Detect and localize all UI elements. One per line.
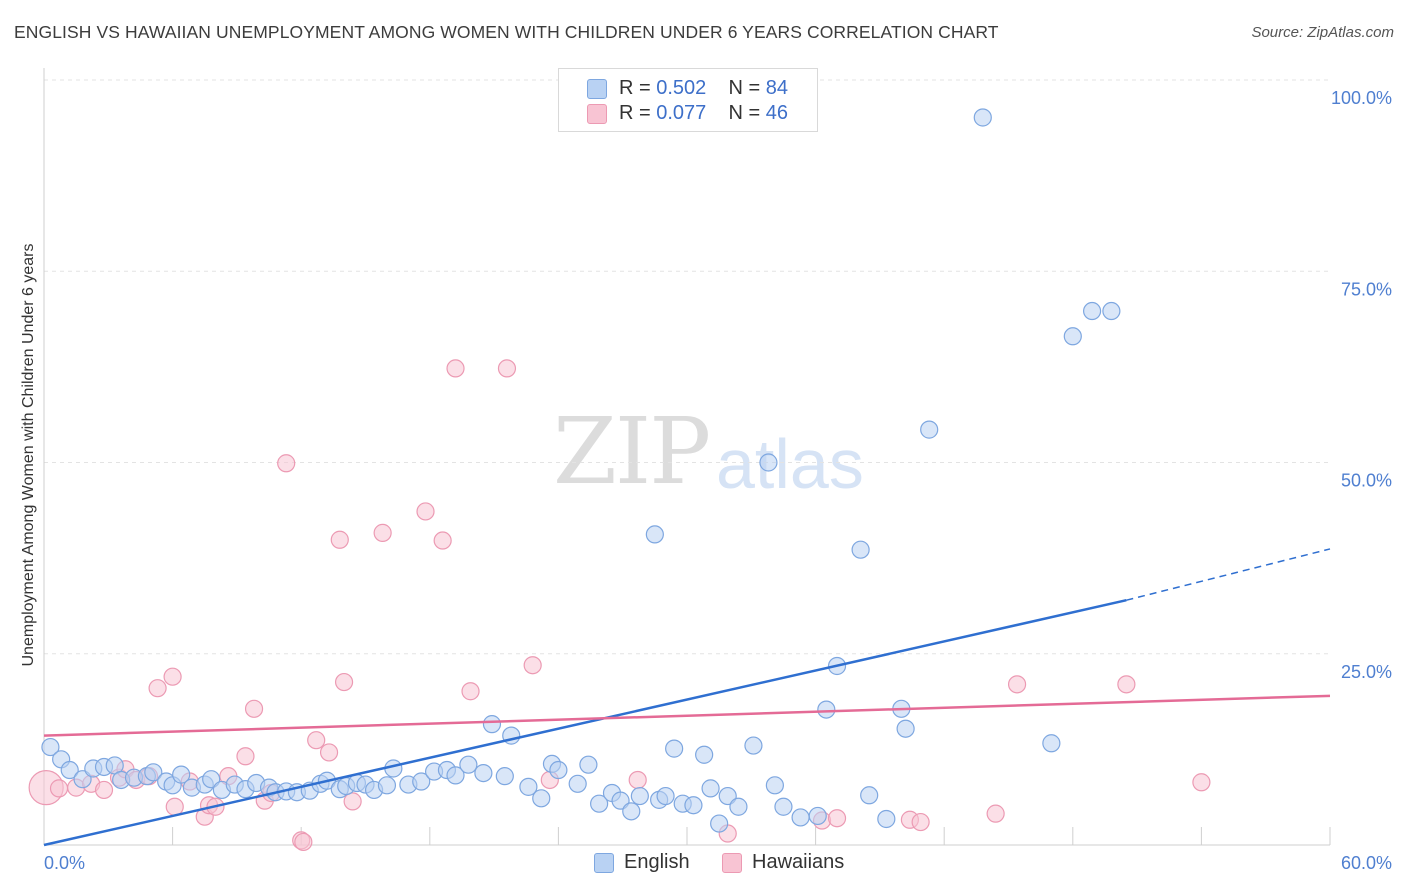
english-point xyxy=(818,701,835,718)
english-point xyxy=(631,788,648,805)
english-point xyxy=(646,526,663,543)
english-point xyxy=(730,798,747,815)
english-point xyxy=(792,809,809,826)
hawaiian-r-label: R = xyxy=(619,102,651,124)
grid-layer xyxy=(44,80,1330,654)
english-point xyxy=(745,737,762,754)
hawaiian-point xyxy=(246,700,263,717)
english-point xyxy=(569,775,586,792)
hawaiian-point xyxy=(295,833,312,850)
english-point xyxy=(475,765,492,782)
y-tick-label: 25.0% xyxy=(1341,662,1392,682)
bottom-english-swatch xyxy=(594,853,614,873)
english-point xyxy=(775,798,792,815)
english-point xyxy=(878,810,895,827)
english-point xyxy=(1084,303,1101,320)
english-point xyxy=(685,797,702,814)
bottom-hawaiians-swatch xyxy=(722,853,742,873)
english-point xyxy=(809,807,826,824)
y-tick-label: 50.0% xyxy=(1341,471,1392,491)
english-point xyxy=(378,777,395,794)
hawaiian-point xyxy=(278,455,295,472)
hawaiian-point xyxy=(344,793,361,810)
hawaiian-trend-line xyxy=(44,696,1330,736)
hawaiian-point xyxy=(987,805,1004,822)
scatter-plot: 25.0% 50.0% 75.0% 100.0% 0.0% 60.0% xyxy=(0,0,1406,892)
english-stats: R = 0.502 N = 84 xyxy=(619,77,788,100)
english-point xyxy=(1103,303,1120,320)
english-n-value: 84 xyxy=(766,77,788,99)
bottom-english-label: English xyxy=(624,851,690,874)
hawaiian-n-label: N = xyxy=(729,102,761,124)
english-point xyxy=(623,803,640,820)
hawaiian-point xyxy=(51,780,68,797)
english-point xyxy=(666,740,683,757)
english-point xyxy=(1043,735,1060,752)
hawaiian-point xyxy=(1118,676,1135,693)
hawaiian-point xyxy=(237,748,254,765)
english-point xyxy=(496,768,513,785)
hawaiian-point xyxy=(164,668,181,685)
bottom-hawaiians-label: Hawaiians xyxy=(752,851,844,874)
hawaiian-point xyxy=(1009,676,1026,693)
english-r-value: 0.502 xyxy=(656,77,706,99)
english-point xyxy=(861,787,878,804)
english-point xyxy=(550,762,567,779)
x-tick-label-min: 0.0% xyxy=(44,853,85,873)
english-point xyxy=(460,756,477,773)
english-point xyxy=(580,756,597,773)
english-point xyxy=(1064,328,1081,345)
stats-legend: R = 0.502 N = 84 R = 0.077 N = 46 xyxy=(558,68,818,132)
hawaiian-point xyxy=(331,531,348,548)
hawaiian-point xyxy=(1193,774,1210,791)
english-point xyxy=(657,788,674,805)
hawaiian-point xyxy=(829,810,846,827)
english-point xyxy=(852,541,869,558)
english-trend-extension xyxy=(1126,549,1330,600)
hawaiian-stats: R = 0.077 N = 46 xyxy=(619,102,788,125)
hawaiian-point xyxy=(462,683,479,700)
hawaiian-point xyxy=(149,680,166,697)
hawaiian-r-value: 0.077 xyxy=(656,102,706,124)
hawaiian-point xyxy=(629,771,646,788)
english-point xyxy=(760,454,777,471)
hawaiian-point xyxy=(336,674,353,691)
hawaiian-point xyxy=(912,814,929,831)
hawaiian-point xyxy=(374,524,391,541)
hawaiian-point xyxy=(447,360,464,377)
english-point xyxy=(897,720,914,737)
english-point xyxy=(766,777,783,794)
english-point xyxy=(702,780,719,797)
english-point xyxy=(483,716,500,733)
y-tick-label: 100.0% xyxy=(1331,88,1392,108)
x-tick-label-max: 60.0% xyxy=(1341,853,1392,873)
y-tick-label: 75.0% xyxy=(1341,279,1392,299)
english-trend-line xyxy=(44,600,1126,845)
hawaiian-point xyxy=(166,798,183,815)
hawaiian-point xyxy=(498,360,515,377)
english-r-label: R = xyxy=(619,77,651,99)
hawaiian-point xyxy=(524,657,541,674)
english-point xyxy=(533,790,550,807)
hawaiian-point xyxy=(434,532,451,549)
hawaiian-point xyxy=(308,732,325,749)
english-point xyxy=(711,815,728,832)
hawaiian-n-value: 46 xyxy=(766,102,788,124)
english-point xyxy=(921,421,938,438)
hawaiian-point xyxy=(417,503,434,520)
english-point xyxy=(974,109,991,126)
english-point xyxy=(696,746,713,763)
hawaiian-point xyxy=(321,744,338,761)
english-n-label: N = xyxy=(729,77,761,99)
english-swatch xyxy=(587,79,607,99)
hawaiian-swatch xyxy=(587,104,607,124)
hawaiian-point xyxy=(96,781,113,798)
